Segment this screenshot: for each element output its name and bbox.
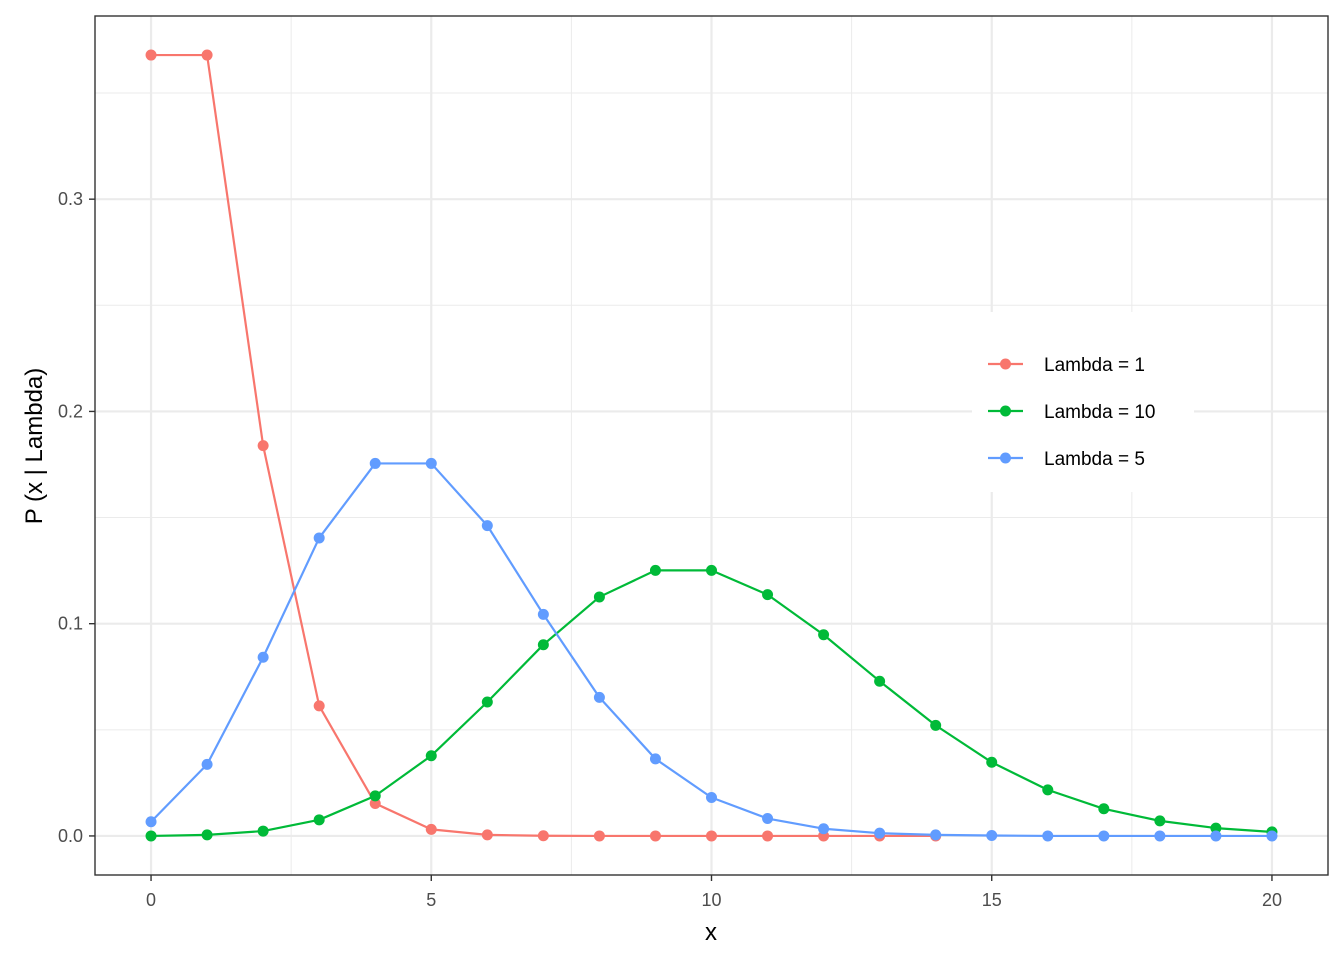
legend-label: Lambda = 5 [1044,449,1145,470]
data-point-lambda-10 [593,591,605,603]
series-lambda-5 [145,457,1278,842]
data-point-lambda-5 [874,827,886,839]
data-point-lambda-5 [649,753,661,765]
data-point-lambda-1 [313,700,325,712]
legend-label: Lambda = 1 [1044,355,1145,376]
data-point-lambda-5 [1154,830,1166,842]
x-tick-label: 15 [982,890,1002,910]
data-point-lambda-10 [1154,815,1166,827]
data-point-lambda-10 [818,629,830,641]
y-tick-label: 0.1 [58,614,83,634]
data-point-lambda-1 [481,829,493,841]
x-axis-title: x [705,919,717,946]
series-layer [145,49,1278,842]
data-point-lambda-10 [874,675,886,687]
data-point-lambda-10 [649,564,661,576]
data-point-lambda-5 [313,532,325,544]
legend: Lambda = 1 Lambda = 10 Lambda = 5 [972,312,1194,492]
data-point-lambda-1 [537,830,549,842]
data-point-lambda-10 [706,564,717,576]
data-point-lambda-1 [145,49,157,61]
data-point-lambda-10 [313,814,325,826]
data-point-lambda-5 [1210,830,1222,842]
data-point-lambda-1 [593,830,605,842]
data-point-lambda-5 [145,816,157,828]
data-point-lambda-10 [145,830,157,842]
data-point-lambda-1 [649,830,661,842]
data-point-lambda-1 [369,797,381,809]
data-point-lambda-10 [201,829,213,841]
x-tick-label: 20 [1262,890,1282,910]
data-point-lambda-10 [425,750,437,762]
data-point-lambda-5 [201,758,213,770]
data-point-lambda-1 [201,49,213,61]
y-tick-label: 0.3 [58,189,83,209]
data-point-lambda-10 [762,589,774,601]
data-point-lambda-5 [593,691,605,703]
legend-key-point [1000,358,1011,370]
legend-key-point [1000,452,1011,464]
data-point-lambda-5 [537,608,549,620]
data-point-lambda-10 [481,696,493,708]
data-point-lambda-5 [762,813,774,825]
data-point-lambda-10 [1210,822,1222,834]
data-point-lambda-1 [425,823,437,835]
y-tick-label: 0.0 [58,826,83,846]
data-point-lambda-10 [986,756,998,768]
data-point-lambda-1 [762,830,774,842]
x-tick-label: 10 [701,890,721,910]
data-point-lambda-1 [257,440,269,452]
y-tick-label: 0.2 [58,401,83,421]
legend-label: Lambda = 10 [1044,402,1155,423]
data-point-lambda-5 [818,823,830,835]
data-point-lambda-10 [257,825,269,837]
series-lambda-10 [145,564,1278,842]
y-axis-title: P (x | Lambda) [21,368,48,525]
data-point-lambda-5 [425,457,437,469]
data-point-lambda-10 [1042,784,1054,796]
data-point-lambda-5 [1042,830,1054,842]
data-point-lambda-10 [930,719,942,731]
legend-item: Lambda = 10 [988,402,1155,423]
data-point-lambda-5 [369,457,381,469]
data-point-lambda-5 [257,651,269,663]
x-axis: 0 5 10 15 20 [146,875,1282,910]
data-point-lambda-5 [1098,830,1110,842]
data-point-lambda-5 [481,520,493,532]
data-point-lambda-5 [706,792,717,804]
legend-item: Lambda = 1 [988,355,1145,376]
x-tick-label: 5 [426,890,436,910]
legend-key-point [1000,405,1011,417]
data-point-lambda-10 [1098,803,1110,815]
y-axis: 0.0 0.1 0.2 0.3 [58,189,95,846]
data-point-lambda-10 [369,790,381,802]
data-point-lambda-5 [930,829,942,841]
data-point-lambda-5 [986,830,998,842]
data-point-lambda-1 [706,830,717,842]
x-tick-label: 0 [146,890,156,910]
legend-item: Lambda = 5 [988,449,1145,470]
data-point-lambda-10 [537,639,549,651]
data-point-lambda-5 [1266,830,1278,842]
